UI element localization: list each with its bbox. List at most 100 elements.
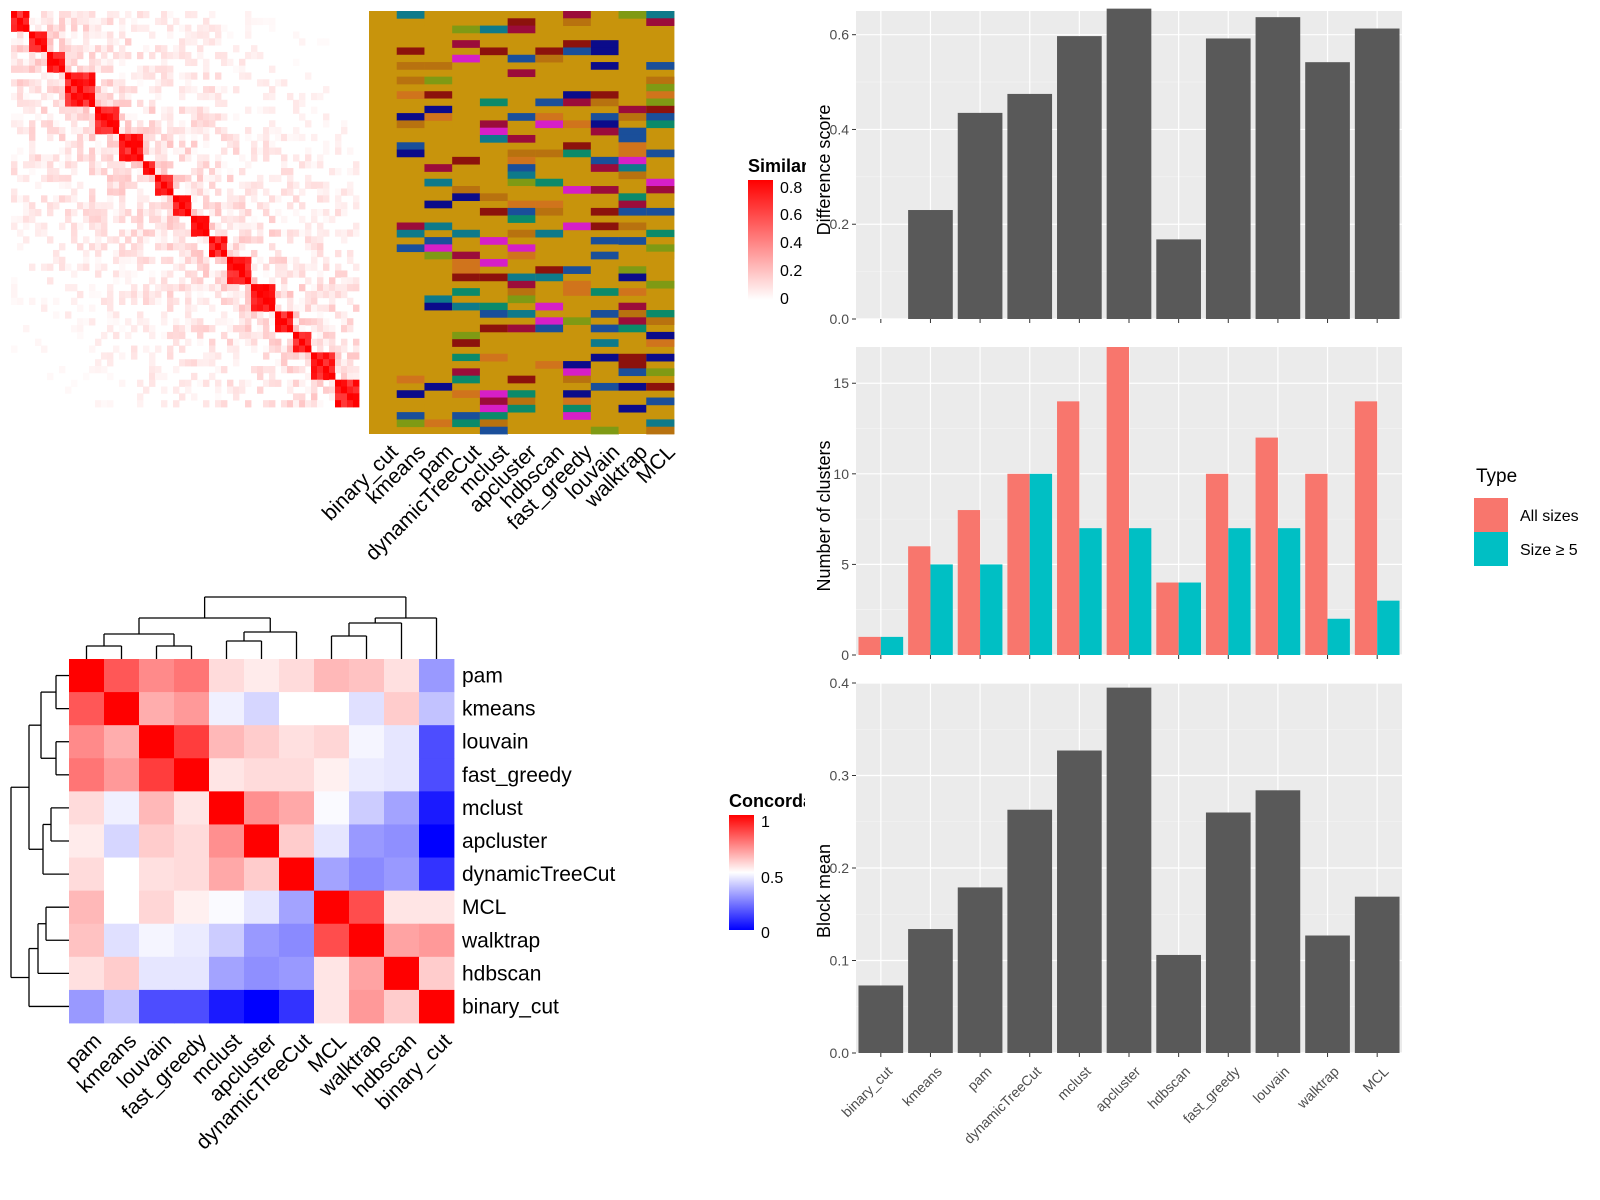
similarity-cell [35, 65, 42, 73]
similarity-cell [77, 133, 84, 142]
similarity-cell [113, 311, 120, 319]
similarity-cell [239, 195, 246, 203]
similarity-cell [149, 325, 156, 333]
membership-cell [452, 331, 481, 340]
membership-cell [563, 120, 592, 129]
similarity-cell [179, 209, 186, 217]
similarity-cell [107, 297, 114, 305]
similarity-cell [257, 290, 264, 299]
similarity-cell [191, 188, 198, 196]
similarity-cell [29, 263, 36, 271]
similarity-cell [77, 79, 84, 87]
similarity-cell [341, 290, 348, 299]
similarity-cell [251, 17, 258, 26]
similarity-cell [41, 51, 48, 60]
similarity-cell [209, 304, 216, 312]
concordance-cell [314, 659, 350, 693]
concordance-cell [139, 758, 175, 792]
similarity-cell [119, 51, 126, 60]
similarity-cell [245, 277, 252, 285]
difference-score-axis-title: Difference score [814, 105, 834, 236]
similarity-cell [203, 86, 210, 94]
similarity-cell [239, 72, 246, 80]
similarity-cell [227, 338, 234, 346]
membership-cell [590, 98, 619, 107]
similarity-cell [179, 249, 186, 258]
similarity-cell [17, 297, 24, 305]
similarity-cell [245, 400, 252, 408]
membership-cell [424, 54, 453, 63]
similarity-cell [185, 249, 192, 258]
similarity-cell [203, 400, 210, 408]
concordance-cell [279, 659, 315, 693]
membership-cell [535, 149, 564, 158]
similarity-cell [287, 345, 294, 353]
similarity-cell [215, 86, 222, 94]
concordance-cell [69, 725, 105, 759]
similarity-cell [203, 236, 210, 244]
similarity-cell [233, 393, 240, 401]
similarity-cell [155, 45, 162, 53]
similarity-cell [311, 352, 318, 360]
similarity-cell [101, 106, 108, 114]
similarity-cell [317, 236, 324, 244]
concordance-cell [104, 791, 140, 825]
similarity-cell [239, 202, 246, 210]
similarity-cell [71, 120, 78, 128]
concordance-cell [314, 923, 350, 958]
similarity-cell [191, 277, 198, 285]
membership-cell [590, 156, 619, 165]
similarity-cell [29, 51, 36, 60]
concordance-cell [314, 857, 350, 892]
membership-cell [452, 390, 481, 398]
similarity-cell [221, 99, 228, 107]
similarity-cell [89, 31, 96, 39]
similarity-cell [251, 249, 258, 258]
similarity-cell [41, 154, 48, 162]
similarity-cell [101, 400, 108, 408]
similarity-cell [287, 318, 294, 326]
membership-cell [590, 120, 619, 129]
membership-cell [396, 11, 425, 19]
similarity-cell [323, 120, 330, 128]
concordance-cell [209, 989, 245, 1024]
similarity-cell [191, 120, 198, 128]
similarity-cell [167, 345, 174, 353]
membership-cell [646, 353, 675, 362]
similarity-cell [179, 92, 186, 101]
similarity-cell [317, 38, 324, 46]
similarity-cell [131, 147, 138, 155]
similarity-tick-label: 0.8 [780, 180, 802, 197]
similarity-cell [227, 202, 234, 210]
bar [1057, 401, 1080, 655]
similarity-cell [119, 72, 126, 80]
similarity-cell [113, 345, 120, 353]
similarity-cell [335, 284, 342, 292]
concordance-cell [419, 923, 455, 958]
similarity-cell [143, 133, 150, 142]
bar [930, 564, 953, 655]
x-tick-label: apcluster [1092, 1063, 1144, 1115]
similarity-cell [341, 325, 348, 333]
similarity-cell [323, 352, 330, 360]
similarity-cell [113, 86, 120, 94]
similarity-cell [17, 38, 24, 46]
similarity-cell [143, 147, 150, 155]
similarity-cell [107, 147, 114, 155]
membership-cell [618, 156, 647, 165]
similarity-cell [41, 229, 48, 237]
membership-cell [396, 47, 425, 56]
similarity-cell [203, 195, 210, 203]
similarity-cell [29, 161, 36, 169]
similarity-cell [269, 366, 276, 374]
similarity-cell [299, 318, 306, 326]
similarity-cell [77, 243, 84, 251]
similarity-cell [107, 181, 114, 189]
similarity-cell [317, 209, 324, 217]
similarity-cell [209, 209, 216, 217]
similarity-cell [311, 304, 318, 312]
membership-cell [590, 62, 619, 70]
similarity-cell [77, 92, 84, 101]
similarity-cell [335, 263, 342, 271]
